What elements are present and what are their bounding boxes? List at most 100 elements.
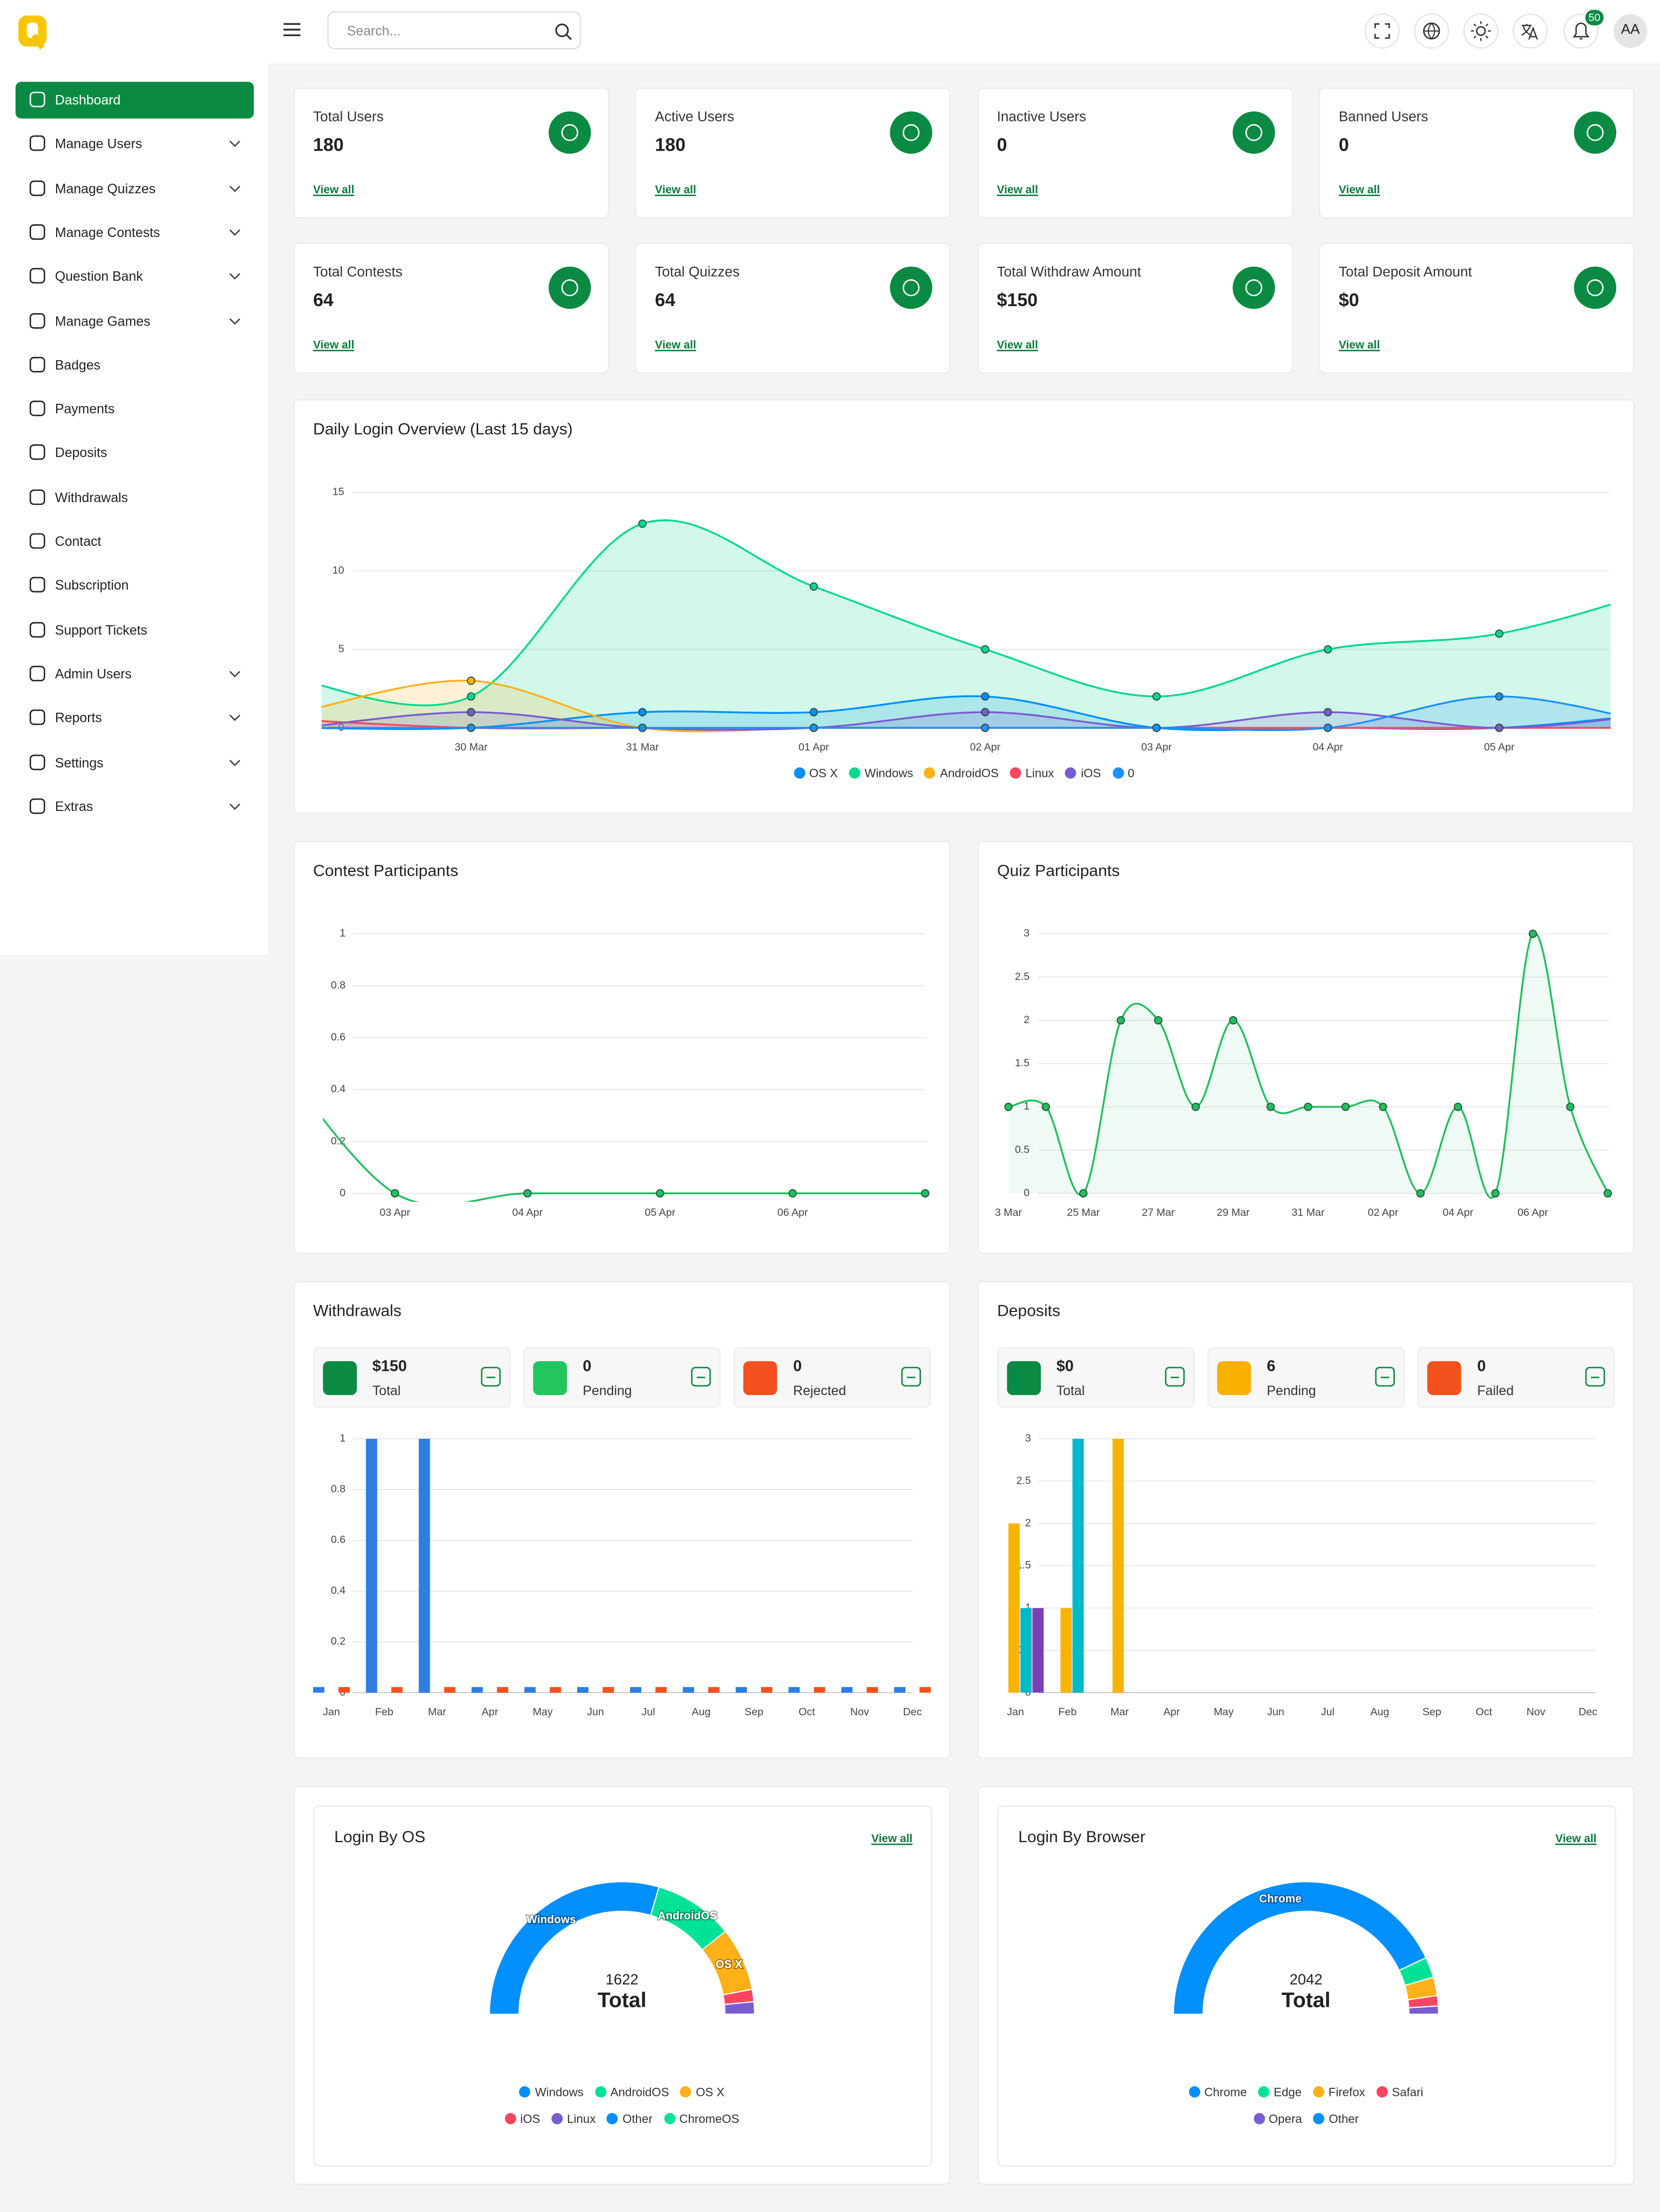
legend-label: 0	[1127, 766, 1135, 780]
summary-value: 0	[582, 1358, 592, 1376]
summary-link[interactable]	[1586, 1367, 1606, 1387]
view-all-link[interactable]: View all	[997, 183, 1038, 197]
submenu-chevron[interactable]	[228, 714, 241, 722]
menu-label: Settings	[55, 755, 104, 771]
menu-item[interactable]: Extras	[16, 788, 254, 825]
legend-marker	[1065, 767, 1077, 779]
menu-label: Deposits	[55, 446, 107, 462]
view-all-link[interactable]: View all	[1338, 183, 1380, 197]
submenu-chevron[interactable]	[228, 670, 241, 679]
stat-label: Total Contests	[313, 265, 403, 281]
contest-card: Contest Participants	[293, 841, 951, 1254]
menu-item[interactable]: Support Tickets	[16, 612, 254, 648]
legend: Chrome Edge Firefox Safari	[1094, 2085, 1517, 2099]
arrow	[697, 1376, 706, 1378]
summary-icon	[1217, 1361, 1251, 1395]
view-all-link[interactable]: View all	[655, 183, 696, 197]
summary-link[interactable]	[1375, 1367, 1395, 1387]
stat-icon	[548, 266, 591, 309]
legend-marker	[519, 2086, 531, 2098]
legend: Opera Other	[1094, 2112, 1517, 2126]
menu-item[interactable]: Deposits	[16, 435, 254, 472]
summary-link[interactable]	[480, 1367, 501, 1387]
stat-card: Banned Users 0 View all	[1319, 87, 1635, 219]
legend-marker	[794, 767, 805, 779]
submenu-chevron[interactable]	[228, 228, 241, 237]
summary-icon	[323, 1361, 357, 1395]
menu-item[interactable]: Contact	[16, 523, 254, 560]
menu-item[interactable]: Badges	[16, 347, 254, 383]
stat-icon-glyph	[561, 279, 579, 296]
menu-toggle[interactable]	[282, 21, 302, 38]
summary-link[interactable]	[902, 1367, 922, 1387]
card-title: Contest Participants	[313, 863, 458, 881]
logo[interactable]	[17, 14, 48, 51]
summary-tile: $0 Total	[997, 1347, 1195, 1408]
menu-item[interactable]: Subscription	[16, 567, 254, 604]
menu-item[interactable]: Reports	[16, 700, 254, 736]
stat-value: 64	[313, 289, 334, 310]
view-all-link[interactable]: View all	[1338, 339, 1380, 351]
stat-icon-glyph	[1245, 279, 1262, 296]
legend-label: AndroidOS	[610, 2085, 669, 2099]
menu-item[interactable]: Settings	[16, 744, 254, 781]
avatar[interactable]: AA	[1621, 22, 1640, 38]
summary-link[interactable]	[691, 1367, 712, 1387]
stat-card: Total Withdraw Amount $150 View all	[977, 242, 1293, 374]
menu-item[interactable]: Dashboard	[15, 82, 254, 119]
legend-label: Windows	[864, 766, 913, 780]
menu-item[interactable]: Question Bank	[16, 259, 254, 295]
stat-value: $150	[997, 289, 1038, 310]
view-all-link[interactable]: View all	[655, 339, 696, 351]
menu-label: Contact	[55, 535, 101, 550]
view-all-link[interactable]: View all	[313, 183, 355, 197]
legend-label: AndroidOS	[940, 766, 999, 780]
stat-label: Total Withdraw Amount	[997, 265, 1141, 281]
summary-tile: 0 Pending	[523, 1347, 721, 1408]
view-all-link[interactable]: View all	[1555, 1832, 1597, 1845]
legend-item: Opera	[1253, 2112, 1302, 2126]
menu-icon	[29, 533, 45, 549]
toolbar-icons[interactable]	[1363, 11, 1659, 53]
submenu-chevron[interactable]	[228, 802, 241, 811]
stat-value: 180	[313, 134, 344, 155]
card-title: Login By Browser	[1018, 1829, 1146, 1846]
menu-item[interactable]: Withdrawals	[16, 479, 254, 516]
legend-label: OS X	[695, 2085, 725, 2099]
stat-value: 0	[1338, 134, 1349, 155]
stat-card: Total Users 180 View all	[293, 87, 609, 219]
summary-link[interactable]	[1165, 1367, 1185, 1387]
menu-label: Subscription	[55, 578, 129, 594]
legend-item: AndroidOS	[594, 2085, 669, 2099]
menu-item[interactable]: Manage Contests	[16, 214, 254, 251]
arrow	[907, 1376, 916, 1378]
stat-label: Total Users	[313, 110, 384, 126]
submenu-chevron[interactable]	[228, 273, 241, 281]
view-all-link[interactable]: View all	[997, 339, 1038, 351]
legend-marker	[663, 2113, 675, 2125]
menu-item[interactable]: Manage Quizzes	[16, 170, 254, 207]
arrow	[1170, 1376, 1180, 1378]
summary-label: Rejected	[793, 1383, 846, 1399]
menu-icon	[29, 754, 45, 770]
menu-item[interactable]: Payments	[16, 391, 254, 428]
menu-item[interactable]: Admin Users	[16, 656, 254, 693]
menu-item[interactable]: Manage Users	[16, 126, 254, 163]
menu-label: Reports	[55, 711, 102, 727]
stat-icon	[1232, 266, 1275, 309]
legend-marker	[1009, 767, 1021, 779]
submenu-chevron[interactable]	[228, 140, 241, 148]
card-title: Deposits	[997, 1303, 1061, 1321]
summary-value: 0	[1477, 1358, 1486, 1376]
submenu-chevron[interactable]	[228, 184, 241, 193]
menu-item[interactable]: Manage Games	[16, 302, 254, 339]
legend-label: Chrome	[1204, 2085, 1247, 2099]
summary-value: $0	[1056, 1358, 1074, 1376]
legend-item: 0	[1112, 766, 1134, 780]
view-all-link[interactable]: View all	[871, 1832, 913, 1845]
submenu-chevron[interactable]	[228, 317, 241, 326]
view-all-link[interactable]: View all	[313, 339, 355, 351]
submenu-chevron[interactable]	[228, 758, 241, 767]
search-box[interactable]: Search...	[327, 11, 581, 50]
stat-icon	[890, 266, 933, 309]
